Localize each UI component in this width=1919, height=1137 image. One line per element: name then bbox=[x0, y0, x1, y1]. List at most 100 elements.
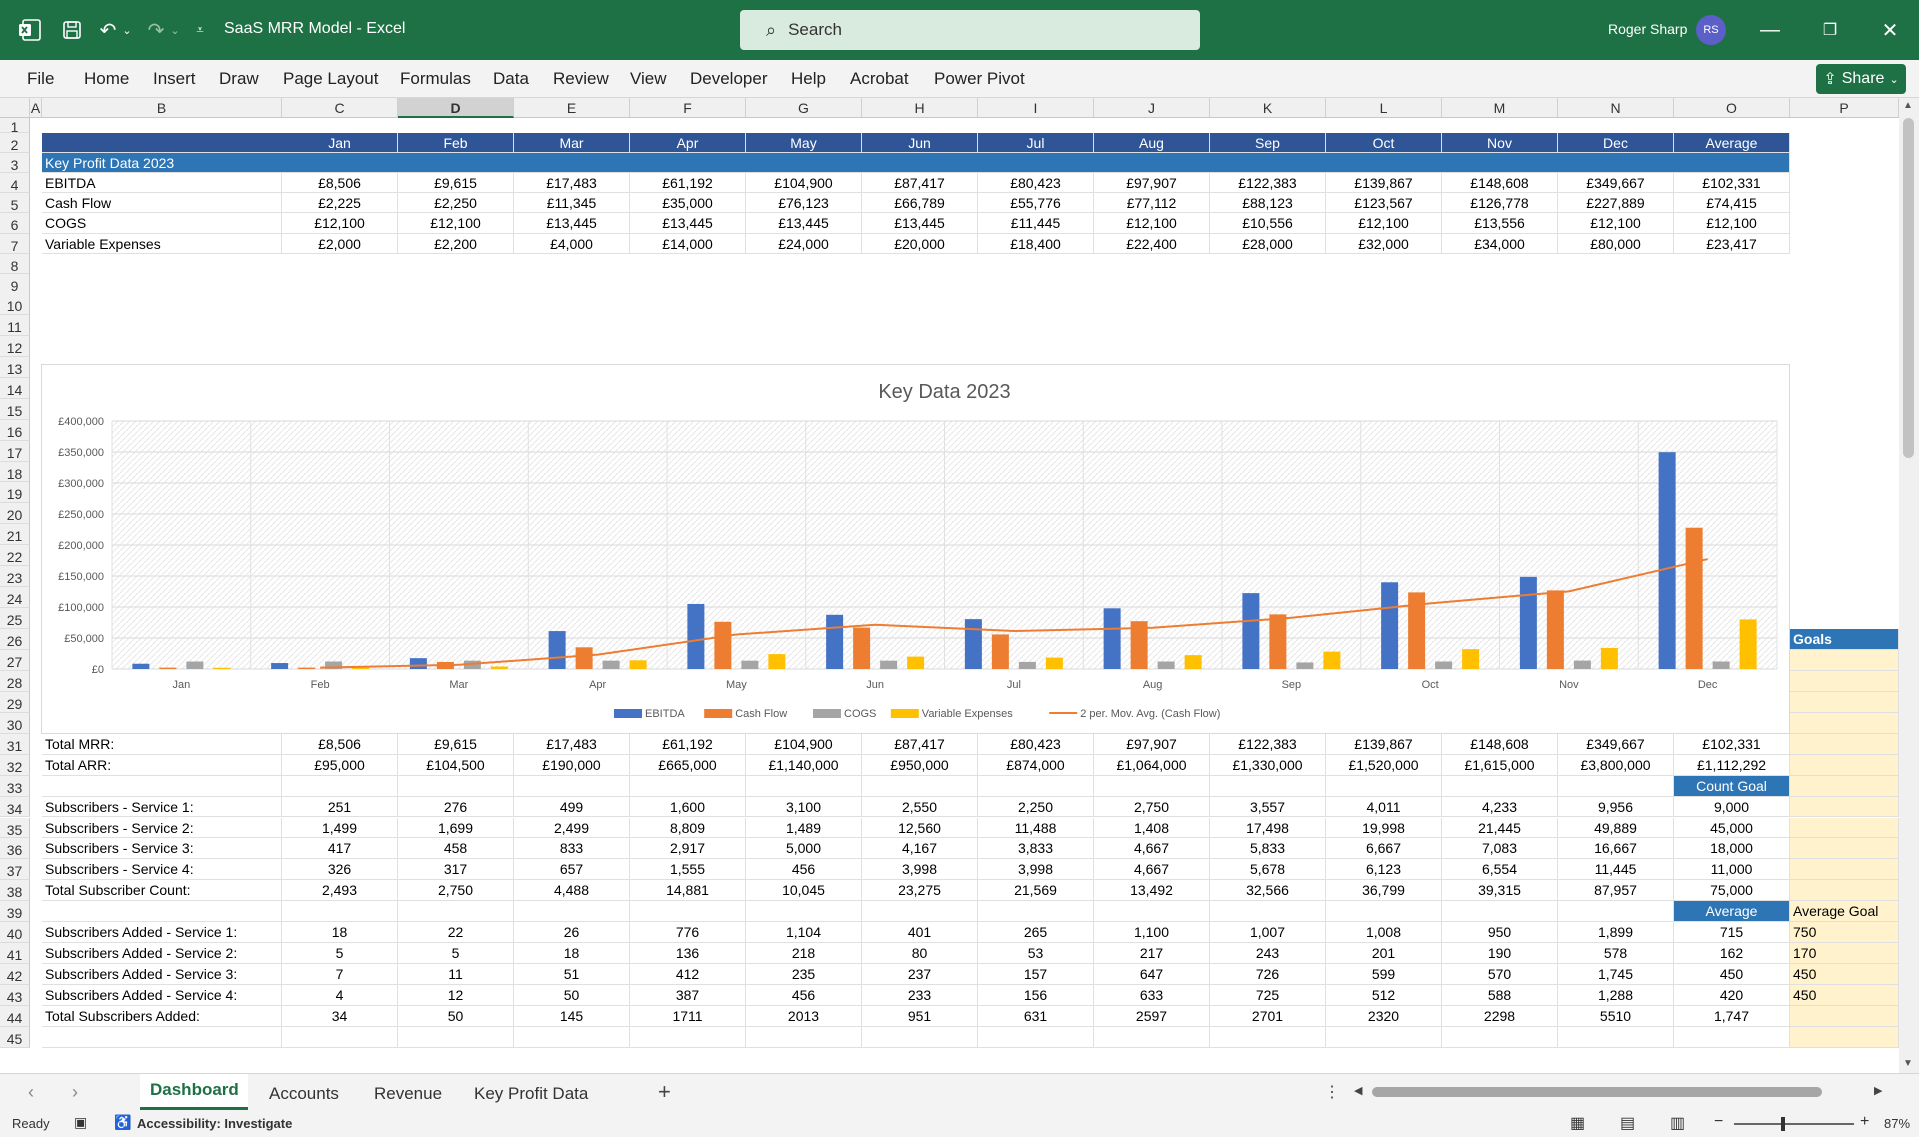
table-cell[interactable]: £1,330,000 bbox=[1210, 754, 1326, 776]
table-cell[interactable]: 13,492 bbox=[1094, 880, 1210, 902]
table-cell[interactable]: 833 bbox=[514, 838, 630, 860]
table-cell[interactable] bbox=[398, 901, 514, 923]
tab-data[interactable]: Data bbox=[493, 69, 529, 88]
table-cell[interactable]: 450 bbox=[1674, 964, 1790, 986]
sheet-next-icon[interactable]: › bbox=[72, 1082, 78, 1102]
table-cell[interactable]: £13,445 bbox=[746, 213, 862, 234]
month-header[interactable]: Nov bbox=[1442, 133, 1558, 153]
table-cell[interactable]: Average bbox=[1674, 901, 1790, 923]
table-cell[interactable]: 3,557 bbox=[1210, 796, 1326, 818]
zoom-level[interactable]: 87% bbox=[1884, 1116, 1911, 1131]
table-cell[interactable]: 34 bbox=[282, 1005, 398, 1027]
table-cell[interactable] bbox=[1326, 775, 1442, 797]
row-header-9[interactable]: 9 bbox=[0, 274, 30, 295]
table-cell[interactable]: 1,555 bbox=[630, 859, 746, 881]
row-header-5[interactable]: 5 bbox=[0, 193, 30, 213]
table-cell[interactable]: 11,488 bbox=[978, 817, 1094, 839]
goal-cell[interactable]: 450 bbox=[1790, 985, 1899, 1006]
column-header-m[interactable]: M bbox=[1442, 98, 1558, 118]
table-cell[interactable] bbox=[1558, 775, 1674, 797]
table-cell[interactable]: 9,956 bbox=[1558, 796, 1674, 818]
table-cell[interactable]: £76,123 bbox=[746, 193, 862, 213]
table-cell[interactable] bbox=[978, 901, 1094, 923]
row-header-19[interactable]: 19 bbox=[0, 482, 30, 504]
row-header-31[interactable]: 31 bbox=[0, 733, 30, 755]
month-header[interactable]: Apr bbox=[630, 133, 746, 153]
table-cell[interactable]: 276 bbox=[398, 796, 514, 818]
tab-page-layout[interactable]: Page Layout bbox=[283, 69, 379, 88]
table-cell[interactable]: £77,112 bbox=[1094, 193, 1210, 213]
row-header-2[interactable]: 2 bbox=[0, 133, 30, 153]
table-cell[interactable]: £190,000 bbox=[514, 754, 630, 776]
table-cell[interactable]: £139,867 bbox=[1326, 733, 1442, 755]
row-header-22[interactable]: 22 bbox=[0, 545, 30, 567]
row-header-26[interactable]: 26 bbox=[0, 629, 30, 650]
table-cell[interactable]: £2,225 bbox=[282, 193, 398, 213]
table-cell[interactable] bbox=[514, 775, 630, 797]
table-cell[interactable]: 233 bbox=[862, 985, 978, 1006]
table-cell[interactable]: 633 bbox=[1094, 985, 1210, 1006]
sheet-tab-dashboard[interactable] bbox=[140, 1074, 248, 1110]
table-cell[interactable]: 5 bbox=[398, 943, 514, 965]
share-button[interactable]: ⇪ Share ⌄ bbox=[1816, 64, 1906, 94]
row-header-11[interactable]: 11 bbox=[0, 314, 30, 336]
mrr-row-label[interactable] bbox=[42, 1026, 282, 1048]
row-header-37[interactable]: 37 bbox=[0, 859, 30, 881]
mrr-row-label[interactable]: Total Subscribers Added: bbox=[42, 1005, 282, 1027]
table-cell[interactable]: 80 bbox=[862, 943, 978, 965]
table-cell[interactable]: £17,483 bbox=[514, 173, 630, 193]
table-cell[interactable]: 1,007 bbox=[1210, 922, 1326, 944]
table-cell[interactable]: £88,123 bbox=[1210, 193, 1326, 213]
normal-view-icon[interactable]: ▦ bbox=[1570, 1115, 1586, 1132]
table-cell[interactable]: 18 bbox=[282, 922, 398, 944]
table-cell[interactable]: 456 bbox=[746, 985, 862, 1006]
table-cell[interactable]: 5,833 bbox=[1210, 838, 1326, 860]
table-cell[interactable]: £148,608 bbox=[1442, 173, 1558, 193]
table-cell[interactable]: 1711 bbox=[630, 1005, 746, 1027]
table-cell[interactable]: 3,998 bbox=[862, 859, 978, 881]
table-cell[interactable] bbox=[1210, 775, 1326, 797]
table-cell[interactable]: 657 bbox=[514, 859, 630, 881]
redo-dropdown-icon[interactable]: ⌄ bbox=[170, 24, 180, 37]
table-cell[interactable]: 7,083 bbox=[1442, 838, 1558, 860]
row-header-12[interactable]: 12 bbox=[0, 335, 30, 357]
table-cell[interactable]: 7 bbox=[282, 964, 398, 986]
table-cell[interactable]: £61,192 bbox=[630, 733, 746, 755]
month-header[interactable]: Jan bbox=[282, 133, 398, 153]
table-cell[interactable]: 2597 bbox=[1094, 1005, 1210, 1027]
table-cell[interactable]: 417 bbox=[282, 838, 398, 860]
tab-insert[interactable]: Insert bbox=[153, 69, 196, 88]
table-cell[interactable]: £18,400 bbox=[978, 234, 1094, 254]
month-header[interactable]: Average bbox=[1674, 133, 1790, 153]
table-cell[interactable]: £35,000 bbox=[630, 193, 746, 213]
table-cell[interactable]: £55,776 bbox=[978, 193, 1094, 213]
table-cell[interactable]: 49,889 bbox=[1558, 817, 1674, 839]
table-cell[interactable]: 1,699 bbox=[398, 817, 514, 839]
column-header-l[interactable]: L bbox=[1326, 98, 1442, 118]
select-all-corner[interactable] bbox=[0, 98, 30, 118]
table-cell[interactable]: 235 bbox=[746, 964, 862, 986]
scroll-thumb[interactable] bbox=[1903, 118, 1914, 458]
row-header-42[interactable]: 42 bbox=[0, 964, 30, 986]
metric-label[interactable]: Cash Flow bbox=[42, 193, 282, 213]
row-header-21[interactable]: 21 bbox=[0, 524, 30, 546]
table-cell[interactable]: £2,250 bbox=[398, 193, 514, 213]
table-cell[interactable]: 1,008 bbox=[1326, 922, 1442, 944]
row-header-27[interactable]: 27 bbox=[0, 649, 30, 671]
table-cell[interactable]: 12,560 bbox=[862, 817, 978, 839]
add-sheet-icon[interactable]: + bbox=[658, 1079, 671, 1104]
table-cell[interactable] bbox=[1558, 901, 1674, 923]
chart-key-data-2023[interactable]: Key Data 2023 £0 £50,000 £100,000 £150,000 £2… bbox=[41, 364, 1790, 734]
table-cell[interactable]: 21,569 bbox=[978, 880, 1094, 902]
table-cell[interactable]: 87,957 bbox=[1558, 880, 1674, 902]
mrr-header-cell[interactable]: Goals bbox=[1790, 629, 1899, 650]
column-header-p[interactable]: P bbox=[1790, 98, 1899, 118]
table-cell[interactable]: £227,889 bbox=[1558, 193, 1674, 213]
row-header-40[interactable]: 40 bbox=[0, 922, 30, 944]
table-cell[interactable]: 39,315 bbox=[1442, 880, 1558, 902]
more-options-icon[interactable]: ⋮ bbox=[1324, 1084, 1340, 1101]
tab-file[interactable]: File bbox=[27, 69, 55, 88]
table-cell[interactable]: £9,615 bbox=[398, 733, 514, 755]
table-cell[interactable]: 2701 bbox=[1210, 1005, 1326, 1027]
goal-cell[interactable] bbox=[1790, 838, 1899, 860]
